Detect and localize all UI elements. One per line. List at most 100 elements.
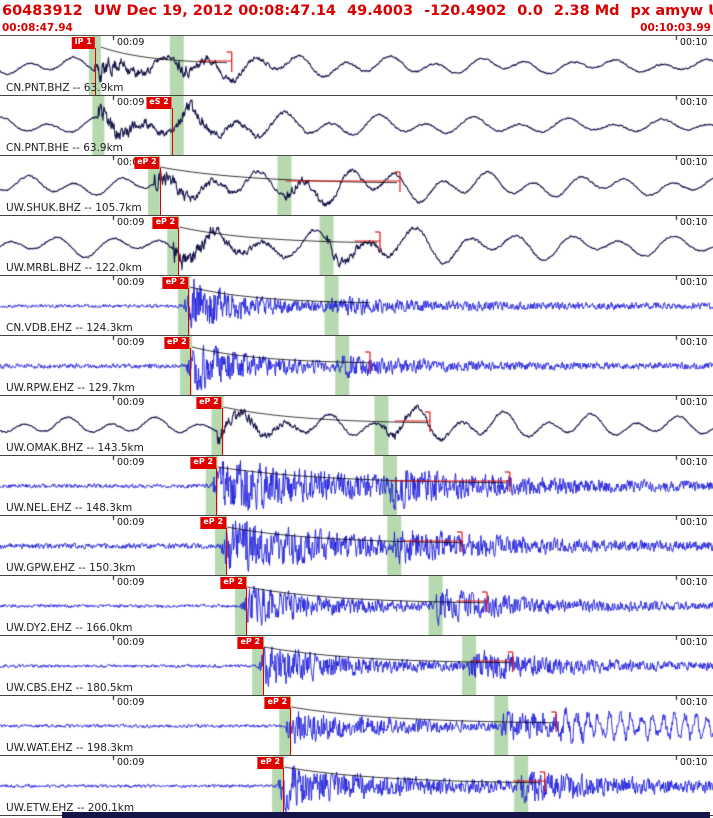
minute-tick-label-left: 00:09 (117, 337, 145, 348)
station-label[interactable]: UW.NEL.EHZ -- 148.3km (6, 502, 133, 514)
trace-row: 00:09 00:10 eP 2 UW.WAT.EHZ -- 198.3km (0, 696, 713, 756)
minute-tick-label-right: 00:10 (679, 217, 708, 228)
waveform-canvas[interactable] (0, 636, 713, 695)
waveform-canvas[interactable] (0, 696, 713, 755)
phase-pick-line[interactable] (159, 168, 161, 215)
waveform-canvas[interactable] (0, 216, 713, 275)
next-trace-partial (62, 812, 710, 818)
phase-pick-line[interactable] (189, 348, 191, 395)
minute-tick-label-left: 00:09 (117, 397, 145, 408)
event-status: px amyw UW 01 (630, 3, 713, 19)
minute-tick-label-left: 00:09 (117, 37, 145, 48)
minute-tick-label-right: 00:10 (679, 757, 708, 768)
event-origin-time: UW Dec 19, 2012 00:08:47.14 (93, 3, 337, 19)
phase-pick-line[interactable] (171, 108, 173, 155)
phase-pick-flag[interactable]: eP 2 (237, 637, 264, 649)
trace-row: 00:09 00:10 eP 2 UW.RPW.EHZ -- 129.7km (0, 336, 713, 396)
phase-pick-flag[interactable]: eP 2 (200, 517, 227, 529)
phase-pick-line[interactable] (188, 288, 190, 335)
phase-pick-line[interactable] (216, 468, 218, 515)
minute-tick-label-right: 00:10 (679, 577, 708, 588)
minute-tick-label-left: 00:09 (117, 457, 145, 468)
phase-pick-flag[interactable]: eP 2 (190, 457, 217, 469)
window-end-time: 00:10:03.99 (640, 22, 711, 34)
trace-row: 00:09 00:10 eP 2 UW.MRBL.BHZ -- 122.0km (0, 216, 713, 276)
phase-pick-line[interactable] (226, 528, 228, 575)
waveform-canvas[interactable] (0, 336, 713, 395)
trace-row: 00:09 00:10 eS 2 CN.PNT.BHE -- 63.9km (0, 96, 713, 156)
trace-row: 00:09 00:10 eP 2 UW.OMAK.BHZ -- 143.5km (0, 396, 713, 456)
station-label[interactable]: UW.SHUK.BHZ -- 105.7km (6, 202, 142, 214)
phase-pick-flag[interactable]: eP 2 (152, 217, 179, 229)
phase-pick-flag[interactable]: eP 2 (220, 577, 246, 589)
station-label[interactable]: CN.PNT.BHZ -- 63.9km (6, 82, 124, 94)
phase-pick-line[interactable] (283, 768, 285, 815)
phase-pick-line[interactable] (221, 408, 223, 455)
phase-pick-flag[interactable]: eS 2 (146, 97, 172, 109)
phase-pick-line[interactable] (178, 228, 180, 275)
minute-tick-label-right: 00:10 (679, 277, 708, 288)
station-label[interactable]: CN.VDB.EHZ -- 124.3km (6, 322, 133, 334)
minute-tick-label-right: 00:10 (679, 337, 708, 348)
minute-tick-label-left: 00:09 (117, 97, 145, 108)
minute-tick-label-right: 00:10 (679, 97, 708, 108)
trace-row: 00:09 00:10 eP 2 UW.ETW.EHZ -- 200.1km (0, 756, 713, 816)
phase-pick-line[interactable] (245, 588, 247, 635)
waveform-canvas[interactable] (0, 36, 713, 95)
trace-row: 00:09 00:10 eP 2 UW.CBS.EHZ -- 180.5km (0, 636, 713, 696)
minute-tick-label-right: 00:10 (679, 517, 708, 528)
phase-pick-flag[interactable]: eP 2 (196, 397, 222, 409)
event-header: 60483912 UW Dec 19, 2012 00:08:47.14 49.… (0, 0, 713, 22)
minute-tick-label-right: 00:10 (679, 697, 708, 708)
station-label[interactable]: UW.ETW.EHZ -- 200.1km (6, 802, 135, 814)
trace-row: 00:09 00:10 IP 1 CN.PNT.BHZ -- 63.9km (0, 36, 713, 96)
waveform-canvas[interactable] (0, 456, 713, 515)
phase-pick-line[interactable] (290, 708, 292, 755)
trace-row: 00:09 00:10 eP 2 UW.NEL.EHZ -- 148.3km (0, 456, 713, 516)
waveform-canvas[interactable] (0, 96, 713, 155)
waveform-canvas[interactable] (0, 276, 713, 335)
event-latitude: 49.4003 (347, 3, 414, 19)
minute-tick-label-right: 00:10 (679, 157, 708, 168)
window-start-time: 00:08:47.94 (2, 22, 73, 34)
minute-tick-label-left: 00:09 (117, 217, 145, 228)
minute-tick-label-left: 00:09 (117, 577, 145, 588)
minute-tick-label-left: 00:09 (117, 277, 145, 288)
trace-row: 00:09 00:10 eP 2 UW.DY2.EHZ -- 166.0km (0, 576, 713, 636)
event-id: 60483912 (2, 3, 83, 19)
minute-tick-label-right: 00:10 (679, 397, 708, 408)
station-label[interactable]: UW.DY2.EHZ -- 166.0km (6, 622, 133, 634)
station-label[interactable]: CN.PNT.BHE -- 63.9km (6, 142, 123, 154)
waveform-canvas[interactable] (0, 156, 713, 215)
phase-pick-flag[interactable]: eP 2 (134, 157, 160, 169)
station-label[interactable]: UW.OMAK.BHZ -- 143.5km (6, 442, 144, 454)
event-depth: 0.0 (517, 3, 543, 19)
minute-tick-label-right: 00:10 (679, 457, 708, 468)
station-label[interactable]: UW.CBS.EHZ -- 180.5km (6, 682, 133, 694)
trace-row: 00:09 00:10 eP 2 CN.VDB.EHZ -- 124.3km (0, 276, 713, 336)
time-window-bar: 00:08:47.94 00:10:03.99 (0, 22, 713, 35)
trace-row: 00:09 00:10 eP 2 UW.GPW.EHZ -- 150.3km (0, 516, 713, 576)
phase-pick-line[interactable] (94, 48, 96, 95)
waveform-canvas[interactable] (0, 576, 713, 635)
station-label[interactable]: UW.MRBL.BHZ -- 122.0km (6, 262, 142, 274)
trace-row: 00:09 00:10 eP 2 UW.SHUK.BHZ -- 105.7km (0, 156, 713, 216)
minute-tick-label-left: 00:09 (117, 157, 145, 168)
phase-pick-flag[interactable]: eP 2 (164, 337, 190, 349)
event-longitude: -120.4902 (424, 3, 507, 19)
phase-pick-flag[interactable]: eP 2 (162, 277, 189, 289)
phase-pick-flag[interactable]: IP 1 (71, 37, 95, 49)
phase-pick-flag[interactable]: eP 2 (257, 757, 284, 769)
waveform-canvas[interactable] (0, 516, 713, 575)
minute-tick-label-left: 00:09 (117, 637, 145, 648)
station-label[interactable]: UW.WAT.EHZ -- 198.3km (6, 742, 134, 754)
station-label[interactable]: UW.RPW.EHZ -- 129.7km (6, 382, 135, 394)
waveform-canvas[interactable] (0, 396, 713, 455)
phase-pick-line[interactable] (263, 648, 265, 695)
minute-tick-label-left: 00:09 (117, 757, 145, 768)
station-label[interactable]: UW.GPW.EHZ -- 150.3km (6, 562, 136, 574)
phase-pick-flag[interactable]: eP 2 (264, 697, 291, 709)
event-magnitude: 2.38 Md (553, 3, 620, 19)
waveform-canvas[interactable] (0, 756, 713, 815)
